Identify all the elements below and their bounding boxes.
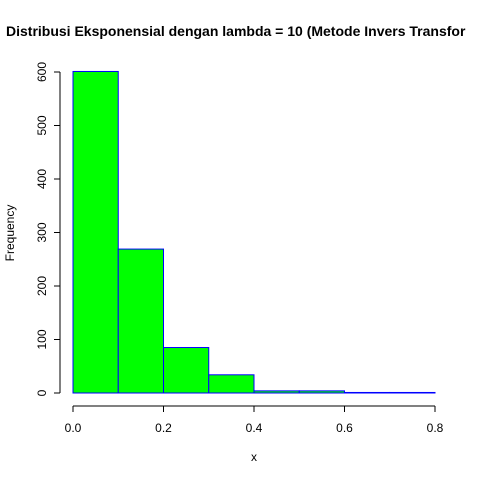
bars-group	[72, 70, 436, 394]
y-axis-label: Frequency	[3, 205, 17, 262]
chart-title: Distribusi Eksponensial dengan lambda = …	[6, 23, 466, 39]
y-tick-label: 0	[35, 389, 49, 396]
histogram-bar	[389, 391, 436, 394]
y-tick-label: 400	[35, 169, 49, 189]
histogram-bar	[253, 390, 300, 394]
y-tick-label: 600	[35, 62, 49, 82]
x-axis: 0.0 0.2 0.4 0.6 0.8	[65, 405, 444, 435]
x-tick-label: 0.6	[336, 421, 353, 435]
histogram-bar	[298, 390, 345, 394]
y-tick-label: 300	[35, 222, 49, 242]
x-tick-label: 0.4	[246, 421, 263, 435]
histogram-bar	[163, 347, 210, 394]
histogram-bar	[72, 70, 119, 394]
histogram-bar	[117, 248, 164, 394]
y-tick-label: 100	[35, 329, 49, 349]
y-tick-label: 200	[35, 276, 49, 296]
x-tick-label: 0.2	[155, 421, 172, 435]
histogram-bar	[344, 391, 391, 394]
y-axis: 0 100 200 300 400 500 600	[35, 62, 61, 396]
x-axis-label: x	[251, 450, 257, 464]
histogram-bar	[208, 374, 255, 394]
y-tick-label: 500	[35, 115, 49, 135]
x-tick-label: 0.8	[427, 421, 444, 435]
x-tick-label: 0.0	[65, 421, 82, 435]
